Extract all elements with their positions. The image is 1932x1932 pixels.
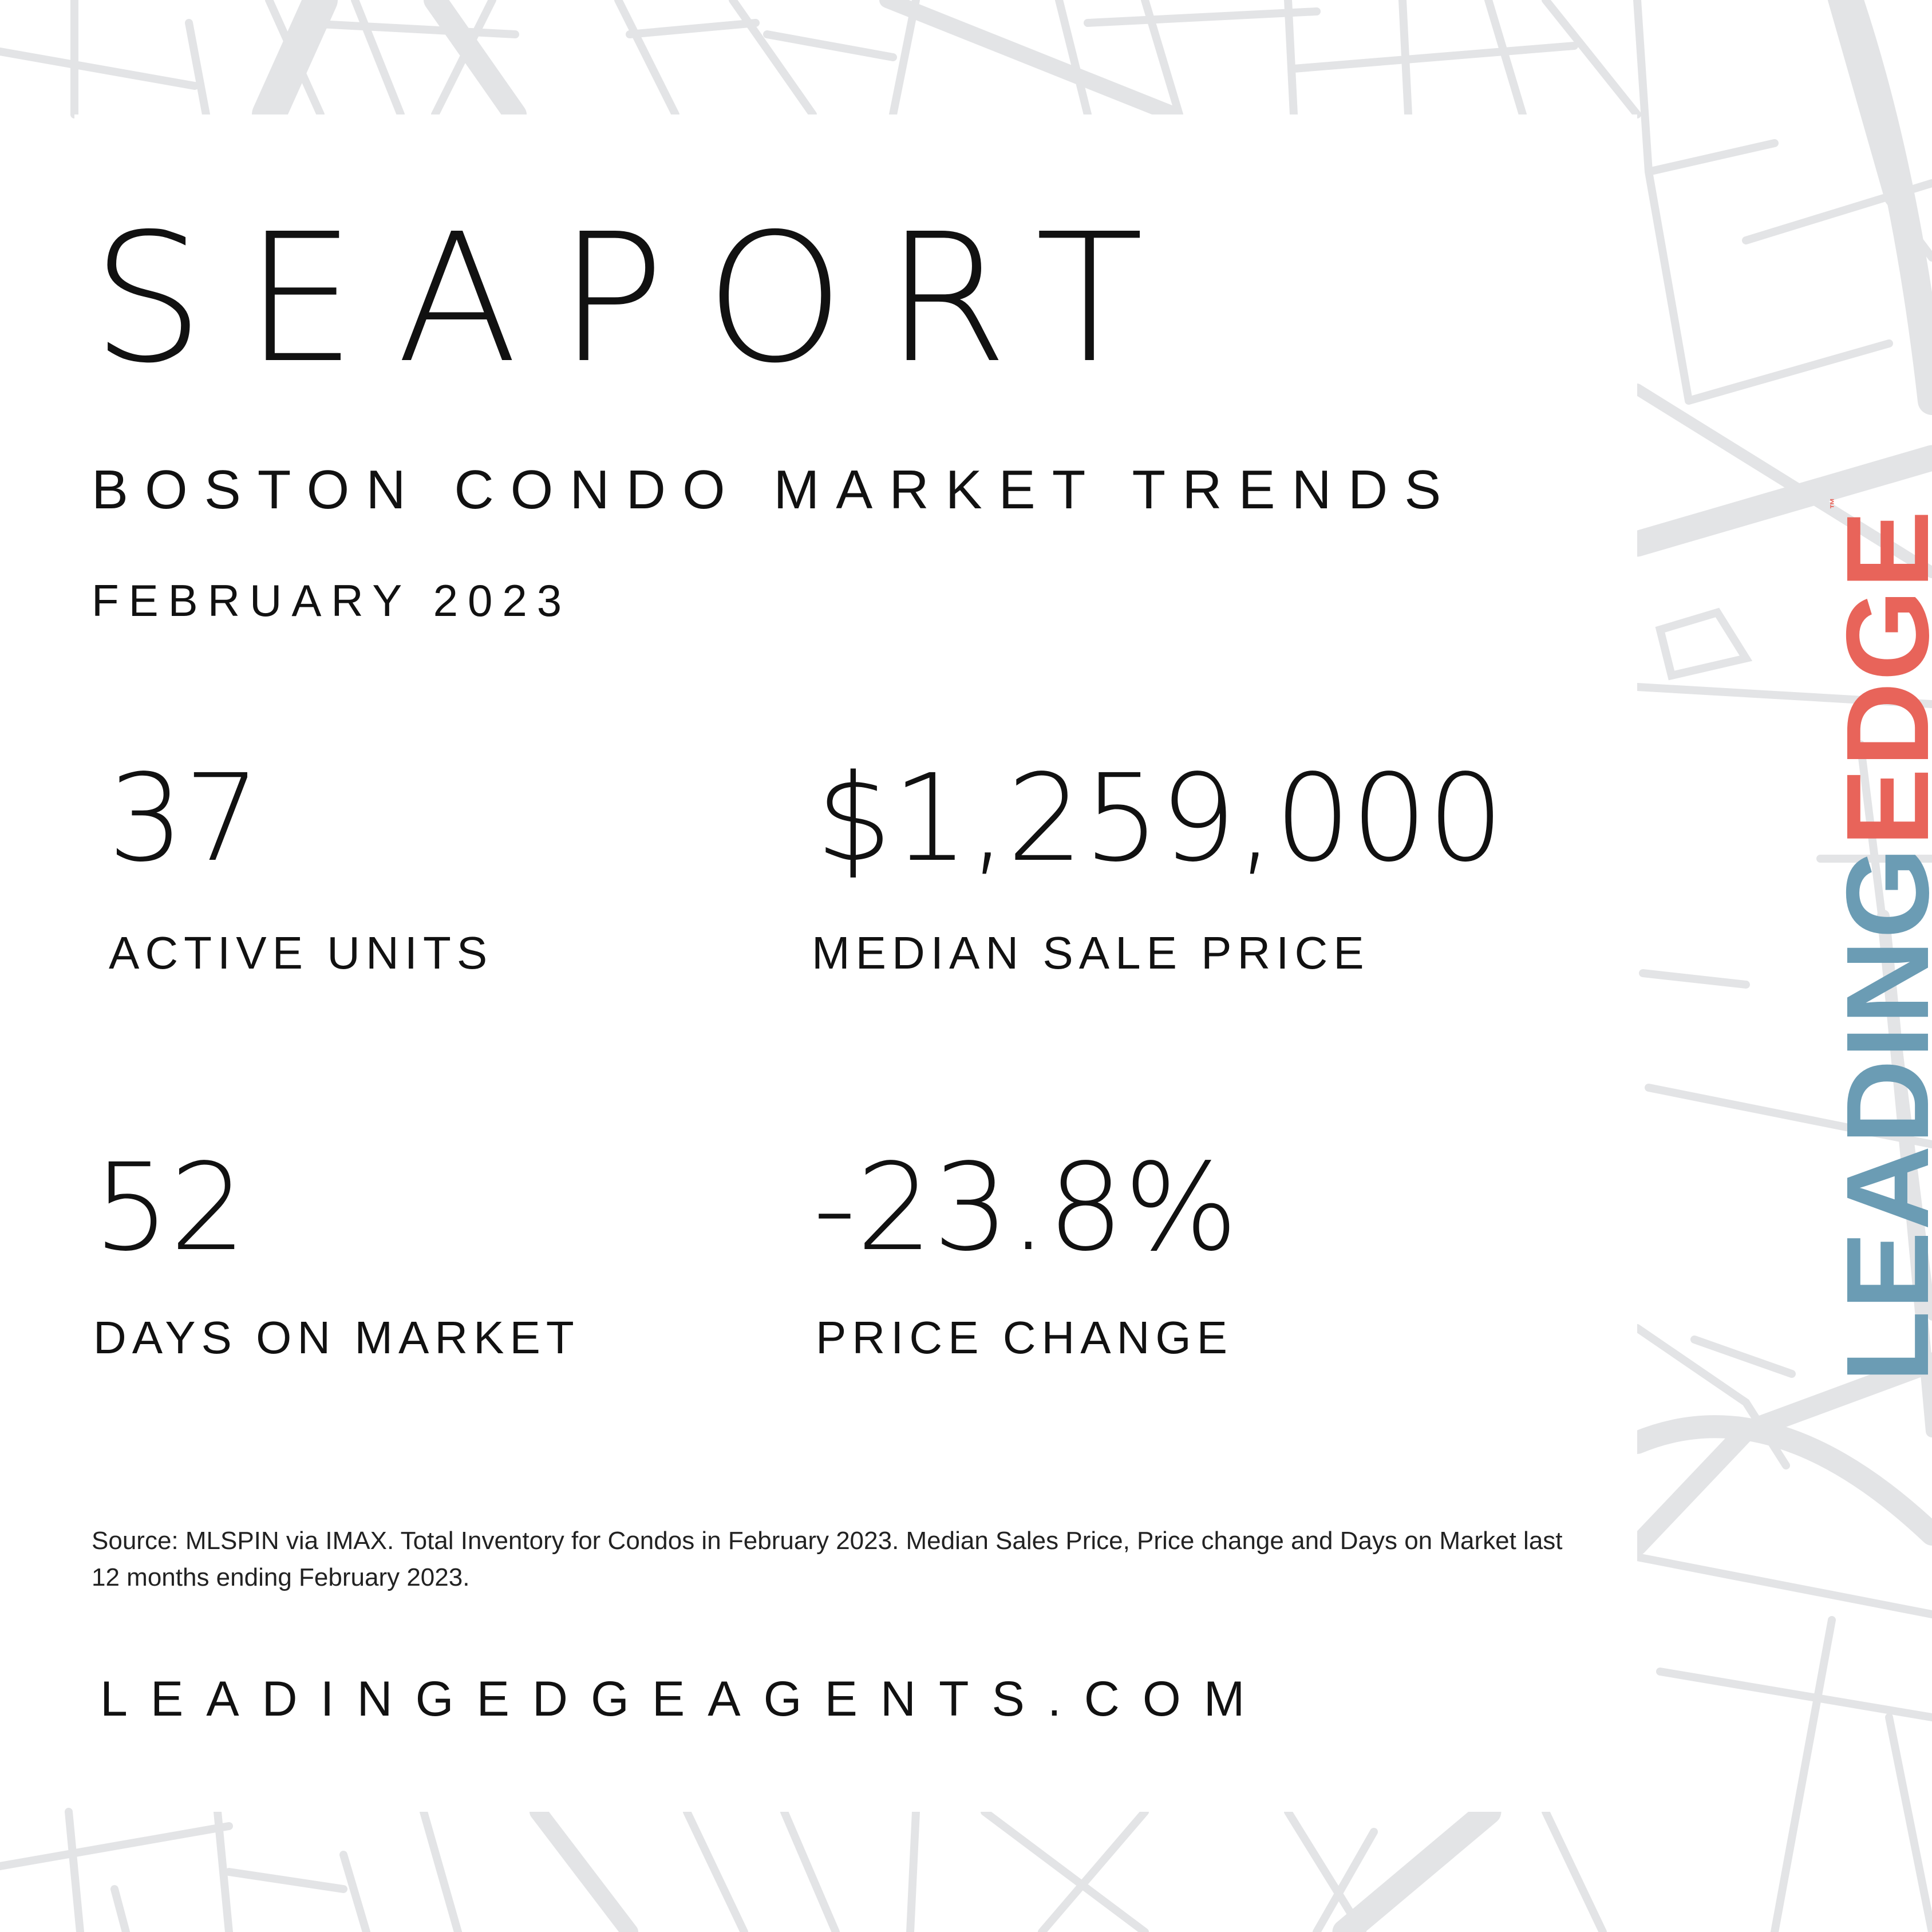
trademark-mark: ™ [1828, 496, 1841, 509]
stat-median-price-value: $1,259,000 [816, 748, 1504, 888]
stat-price-change-label: PRICE CHANGE [816, 1312, 1233, 1363]
stat-price-change-value: -23.8% [813, 1137, 1238, 1278]
stat-active-units-value: 37 [108, 748, 261, 888]
logo-leading-text: LEADING [1822, 846, 1932, 1383]
content-card [74, 114, 1637, 1812]
stat-median-price-label: MEDIAN SALE PRICE [812, 927, 1370, 978]
stat-days-on-market-label: DAYS ON MARKET [93, 1312, 580, 1363]
logo-edge-text: EDGE [1822, 509, 1932, 847]
report-date: FEBRUARY 2023 [92, 575, 572, 626]
website-url: LEADINGEDGEAGENTS.COM [100, 1672, 1268, 1726]
leading-edge-logo: LEADINGEDGE™ [1822, 496, 1932, 1382]
stat-days-on-market-value: 52 [93, 1137, 247, 1278]
source-note: Source: MLSPIN via IMAX. Total Inventory… [92, 1527, 1563, 1591]
subtitle: BOSTON CONDO MARKET TRENDS [92, 459, 1458, 520]
page-title: SEAPORT [92, 196, 1184, 402]
stat-active-units-label: ACTIVE UNITS [109, 927, 493, 978]
